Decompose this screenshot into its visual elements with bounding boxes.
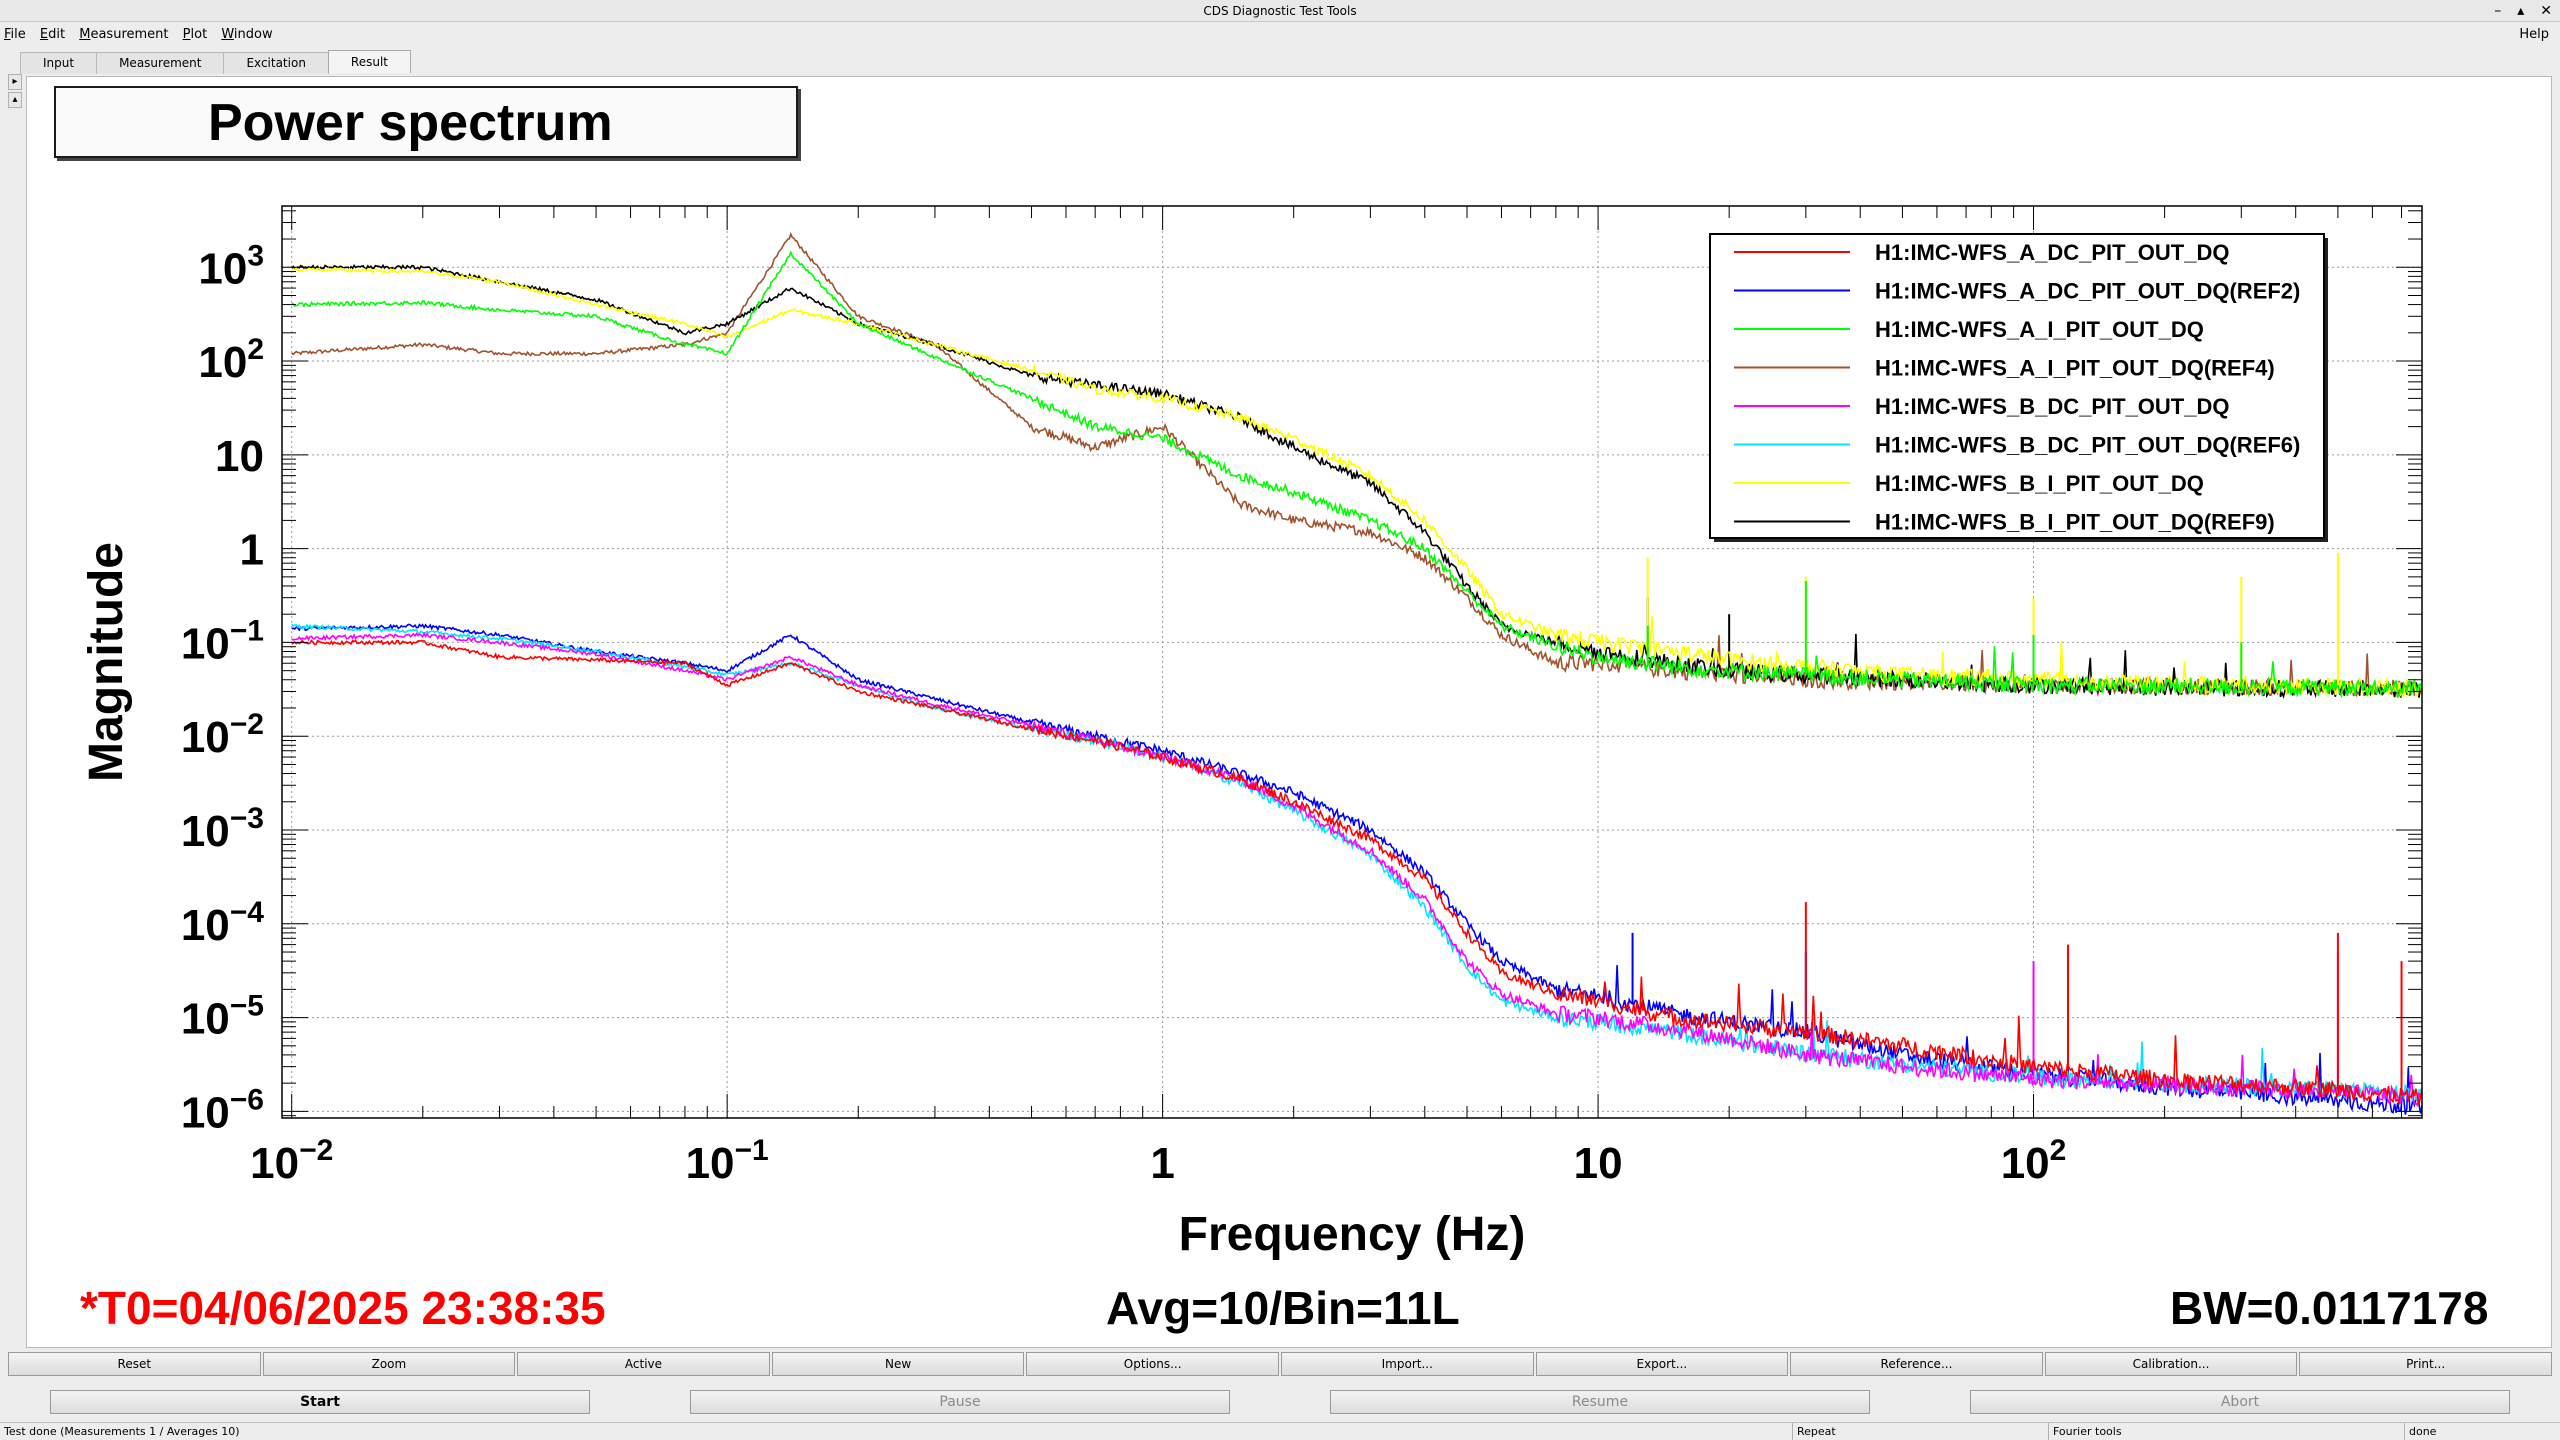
menu-measurement[interactable]: Measurement — [79, 27, 169, 42]
chart-grid — [282, 206, 2422, 1118]
series-line — [291, 266, 2423, 699]
x-tick-label: 10 — [1574, 1139, 1623, 1188]
chart-traces — [291, 231, 2423, 1115]
arrow-up-icon[interactable]: ▴ — [8, 92, 22, 108]
legend-label: H1:IMC-WFS_A_I_PIT_OUT_DQ — [1875, 317, 2204, 342]
import-button[interactable]: Import... — [1280, 1352, 1534, 1376]
tab-result[interactable]: Result — [327, 50, 411, 73]
tab-input[interactable]: Input — [20, 52, 98, 74]
resume-button[interactable]: Resume — [1330, 1390, 1870, 1414]
trace-group — [291, 623, 2423, 1102]
y-tick-label: 103 — [198, 239, 264, 293]
x-tick-label: 10−2 — [250, 1134, 333, 1188]
plot-frame — [281, 205, 2423, 1119]
x-tick-label: 10−1 — [686, 1134, 769, 1188]
y-axis-label: Magnitude — [80, 542, 133, 782]
legend-box — [1709, 233, 2325, 539]
status-bar: Test done (Measurements 1 / Averages 10)… — [0, 1422, 2560, 1440]
series-line — [291, 623, 2423, 1102]
legend-label: H1:IMC-WFS_A_DC_PIT_OUT_DQ(REF2) — [1875, 279, 2300, 304]
legend-label: H1:IMC-WFS_B_DC_PIT_OUT_DQ(REF6) — [1875, 433, 2300, 458]
tab-measurement[interactable]: Measurement — [96, 52, 225, 74]
series-line — [291, 631, 2423, 1108]
y-tick-label: 10 — [215, 432, 264, 481]
legend-label: H1:IMC-WFS_B_DC_PIT_OUT_DQ — [1875, 394, 2229, 419]
plot-action-buttons: Reset Zoom Active New Options... Import.… — [8, 1352, 2554, 1376]
y-tick-label: 10−2 — [181, 708, 264, 762]
series-line — [291, 639, 2423, 1106]
close-icon[interactable]: ✕ — [2540, 3, 2552, 19]
axis-ticks — [282, 206, 2422, 1118]
x-tick-label: 1 — [1150, 1139, 1174, 1188]
export-button[interactable]: Export... — [1535, 1352, 1789, 1376]
menu-edit[interactable]: Edit — [39, 27, 66, 42]
abort-button[interactable]: Abort — [1970, 1390, 2510, 1414]
window-controls: – ▴ ✕ — [2494, 0, 2552, 22]
tab-bar: Input Measurement Excitation Result — [20, 50, 411, 74]
legend-label: H1:IMC-WFS_B_I_PIT_OUT_DQ — [1875, 471, 2204, 496]
maximize-icon[interactable]: ▴ — [2517, 3, 2525, 19]
reference-button[interactable]: Reference... — [1790, 1352, 2043, 1376]
trace-group — [291, 631, 2423, 1108]
status-message: Test done (Measurements 1 / Averages 10) — [4, 1425, 240, 1438]
series-line — [291, 263, 2423, 699]
y-tick-label: 10−1 — [181, 614, 264, 668]
print-button[interactable]: Print... — [2299, 1352, 2552, 1376]
menu-window[interactable]: Window — [221, 27, 273, 42]
zoom-button[interactable]: Zoom — [262, 1352, 516, 1376]
legend-label: H1:IMC-WFS_B_I_PIT_OUT_DQ(REF9) — [1875, 510, 2275, 535]
y-tick-label: 1 — [240, 526, 264, 575]
menu-bar: File Edit Measurement Plot Window Help — [0, 24, 2560, 46]
window-titlebar: CDS Diagnostic Test Tools – ▴ ✕ — [0, 0, 2560, 22]
run-control-buttons: Start Pause Resume Abort — [8, 1390, 2554, 1416]
menu-plot[interactable]: Plot — [182, 27, 208, 42]
legend-label: H1:IMC-WFS_A_I_PIT_OUT_DQ(REF4) — [1875, 356, 2275, 381]
pad-scroll-arrows: ▸ ▴ — [8, 74, 22, 110]
x-tick-labels: 10−2 10−1 1 10 102 — [250, 1134, 2066, 1188]
menu-file[interactable]: File — [4, 27, 26, 42]
trace-group — [291, 623, 2423, 1115]
series-line — [291, 623, 2423, 1115]
chart-legend: H1:IMC-WFS_A_DC_PIT_OUT_DQ H1:IMC-WFS_A_D… — [1709, 233, 2328, 542]
plot-title: Power spectrum — [54, 86, 798, 158]
legend-label: H1:IMC-WFS_A_DC_PIT_OUT_DQ — [1875, 240, 2229, 265]
y-tick-label: 10−3 — [181, 802, 264, 856]
trace-group — [291, 639, 2423, 1106]
minimize-icon[interactable]: – — [2494, 3, 2502, 19]
y-tick-label: 10−4 — [181, 896, 264, 950]
menu-help[interactable]: Help — [2519, 27, 2549, 42]
status-tool: Fourier tools — [2048, 1423, 2122, 1440]
series-line — [291, 250, 2423, 699]
active-button[interactable]: Active — [517, 1352, 770, 1376]
status-mode: Repeat — [1792, 1423, 1836, 1440]
arrow-right-icon[interactable]: ▸ — [8, 74, 22, 90]
window-title: CDS Diagnostic Test Tools — [1203, 4, 1357, 18]
start-button[interactable]: Start — [50, 1390, 590, 1414]
y-tick-label: 102 — [198, 333, 264, 387]
calibration-button[interactable]: Calibration... — [2044, 1352, 2298, 1376]
x-axis-label: Frequency (Hz) — [1179, 1208, 1526, 1261]
new-button[interactable]: New — [771, 1352, 1025, 1376]
bandwidth-info: BW=0.0117178 — [2170, 1282, 2489, 1334]
y-tick-label: 10−5 — [181, 990, 264, 1044]
x-tick-label: 102 — [2001, 1134, 2067, 1188]
status-state: done — [2404, 1423, 2436, 1440]
t0-timestamp: *T0=04/06/2025 23:38:35 — [80, 1282, 606, 1334]
options-button[interactable]: Options... — [1026, 1352, 1279, 1376]
trace-group — [291, 250, 2423, 699]
y-tick-label: 10−6 — [181, 1083, 264, 1137]
avg-bin-info: Avg=10/Bin=11L — [1106, 1282, 1460, 1334]
reset-button[interactable]: Reset — [8, 1352, 261, 1376]
pause-button[interactable]: Pause — [690, 1390, 1230, 1414]
